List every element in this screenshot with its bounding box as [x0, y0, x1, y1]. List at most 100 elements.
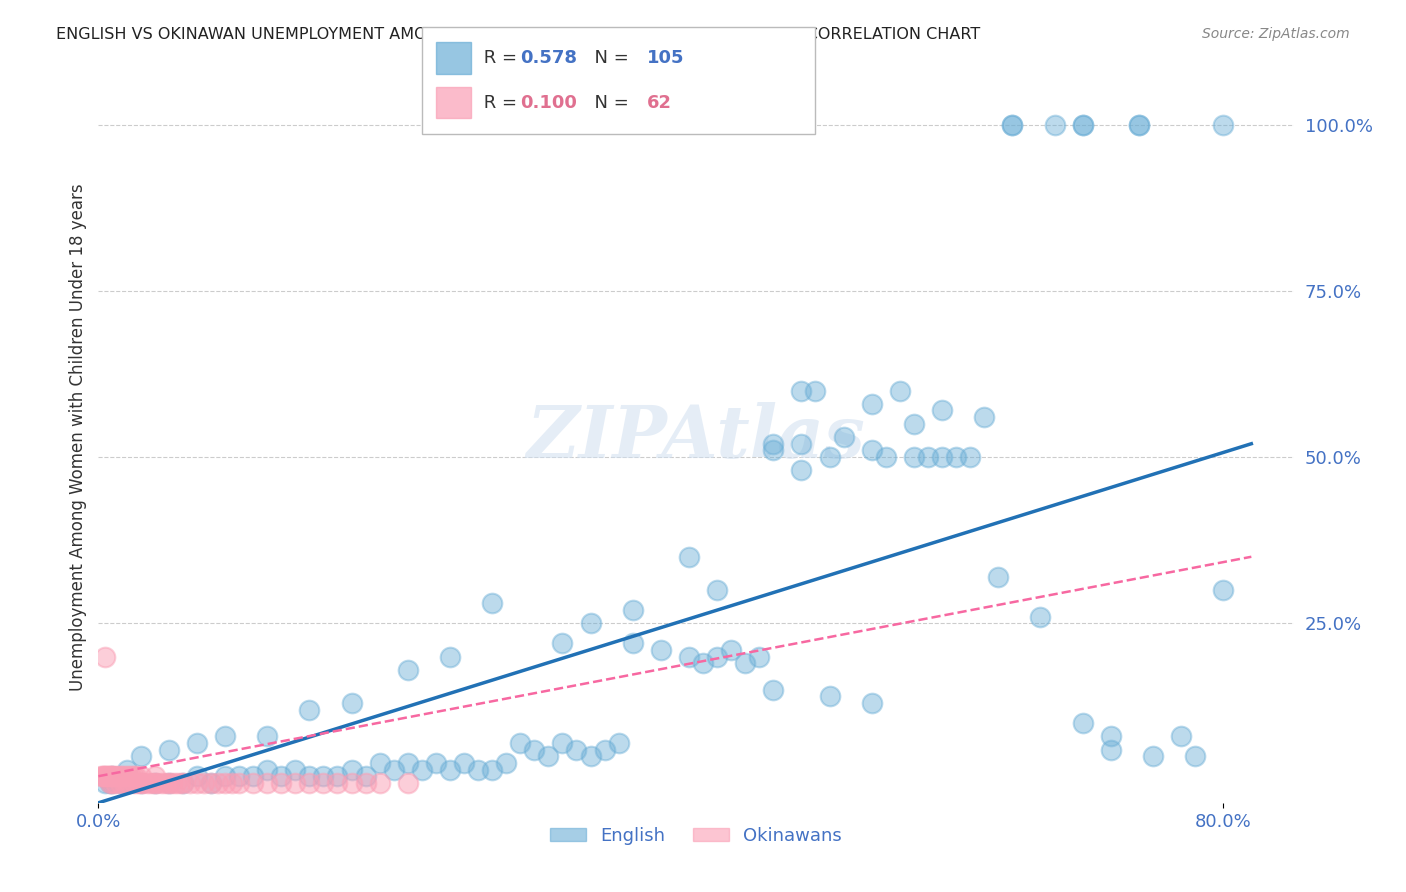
- Point: [122, 769, 145, 783]
- Point: [101, 776, 124, 790]
- Point: [186, 736, 208, 750]
- Point: [98, 776, 121, 790]
- Point: [1071, 716, 1094, 731]
- Point: [155, 776, 177, 790]
- Point: [804, 384, 827, 398]
- Point: [706, 649, 728, 664]
- Point: [692, 656, 714, 670]
- Point: [818, 690, 841, 704]
- Point: [678, 649, 700, 664]
- Point: [903, 450, 925, 464]
- Point: [97, 769, 120, 783]
- Point: [105, 769, 128, 783]
- Point: [108, 776, 131, 790]
- Point: [111, 769, 134, 783]
- Point: [104, 776, 127, 790]
- Point: [101, 776, 124, 790]
- Point: [242, 776, 264, 790]
- Point: [108, 769, 131, 783]
- Point: [621, 603, 644, 617]
- Point: [621, 636, 644, 650]
- Point: [790, 384, 813, 398]
- Point: [186, 769, 208, 783]
- Point: [326, 769, 349, 783]
- Point: [132, 776, 155, 790]
- Point: [396, 756, 419, 770]
- Point: [256, 729, 278, 743]
- Point: [340, 763, 363, 777]
- Point: [115, 763, 138, 777]
- Point: [1029, 609, 1052, 624]
- Point: [1142, 749, 1164, 764]
- Point: [650, 643, 672, 657]
- Point: [193, 776, 215, 790]
- Point: [1212, 118, 1234, 132]
- Point: [172, 776, 194, 790]
- Point: [340, 776, 363, 790]
- Point: [354, 769, 377, 783]
- Point: [1043, 118, 1066, 132]
- Point: [98, 776, 121, 790]
- Point: [284, 763, 307, 777]
- Point: [678, 549, 700, 564]
- Point: [1071, 118, 1094, 132]
- Point: [832, 430, 855, 444]
- Point: [160, 776, 183, 790]
- Point: [146, 776, 169, 790]
- Point: [1212, 582, 1234, 597]
- Text: 0.100: 0.100: [520, 94, 576, 112]
- Point: [125, 769, 148, 783]
- Point: [207, 776, 229, 790]
- Point: [214, 729, 236, 743]
- Text: ENGLISH VS OKINAWAN UNEMPLOYMENT AMONG WOMEN WITH CHILDREN UNDER 18 YEARS CORREL: ENGLISH VS OKINAWAN UNEMPLOYMENT AMONG W…: [56, 27, 980, 42]
- Point: [368, 776, 391, 790]
- Point: [94, 776, 117, 790]
- Point: [495, 756, 517, 770]
- Point: [298, 703, 321, 717]
- Point: [1001, 118, 1024, 132]
- Point: [200, 776, 222, 790]
- Point: [228, 776, 250, 790]
- Point: [931, 450, 953, 464]
- Text: N =: N =: [583, 49, 636, 67]
- Point: [242, 769, 264, 783]
- Point: [959, 450, 981, 464]
- Point: [200, 776, 222, 790]
- Point: [579, 749, 602, 764]
- Point: [96, 769, 118, 783]
- Point: [298, 776, 321, 790]
- Point: [762, 436, 785, 450]
- Point: [411, 763, 433, 777]
- Point: [987, 570, 1010, 584]
- Point: [228, 769, 250, 783]
- Point: [165, 776, 187, 790]
- Point: [150, 776, 173, 790]
- Point: [734, 656, 756, 670]
- Text: R =: R =: [478, 49, 523, 67]
- Point: [101, 769, 124, 783]
- Point: [439, 649, 461, 664]
- Point: [481, 596, 503, 610]
- Point: [537, 749, 560, 764]
- Point: [889, 384, 911, 398]
- Point: [108, 776, 131, 790]
- Point: [93, 769, 115, 783]
- Point: [481, 763, 503, 777]
- Text: N =: N =: [583, 94, 636, 112]
- Point: [860, 696, 883, 710]
- Point: [284, 776, 307, 790]
- Point: [127, 776, 149, 790]
- Point: [1128, 118, 1150, 132]
- Point: [100, 769, 122, 783]
- Point: [157, 776, 180, 790]
- Point: [931, 403, 953, 417]
- Point: [917, 450, 939, 464]
- Point: [172, 776, 194, 790]
- Point: [1128, 118, 1150, 132]
- Point: [1170, 729, 1192, 743]
- Point: [122, 776, 145, 790]
- Point: [551, 736, 574, 750]
- Point: [1099, 742, 1122, 756]
- Point: [453, 756, 475, 770]
- Point: [551, 636, 574, 650]
